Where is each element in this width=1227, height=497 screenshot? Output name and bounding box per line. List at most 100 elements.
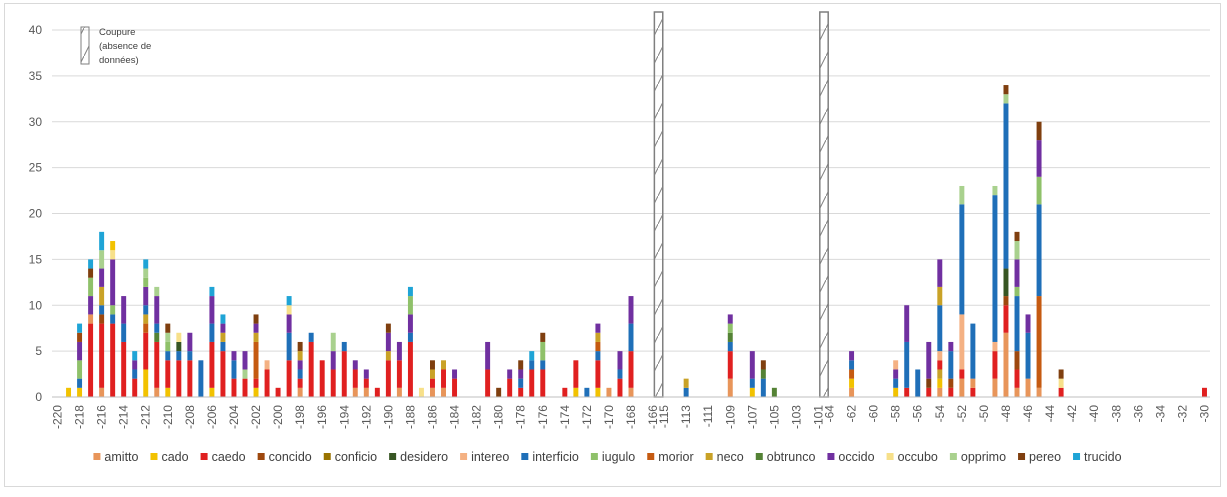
bar-segment-occido: [297, 360, 303, 370]
bar-segment-interficio: [540, 360, 546, 370]
x-tick-label: -105: [767, 405, 781, 429]
y-tick-label: 5: [35, 344, 42, 358]
bar-segment-pereo: [297, 341, 303, 352]
legend-swatch: [886, 453, 894, 460]
bar-segment-interficio: [132, 369, 138, 379]
bar-segment-interficio: [1025, 332, 1031, 379]
bar-segment-caedo: [1058, 387, 1064, 397]
x-tick-label: -184: [448, 405, 462, 429]
legend-label: morior: [658, 450, 693, 464]
bar-segment-concido: [77, 332, 83, 342]
axis-break: [653, 11, 664, 398]
bar-segment-amitto: [99, 387, 105, 397]
x-tick-label: -204: [227, 405, 241, 429]
legend-swatch: [949, 453, 957, 460]
bar-segment-caedo: [297, 378, 303, 388]
bar-segment-interficio: [992, 195, 998, 342]
bar-segment-occido: [1025, 314, 1031, 333]
x-tick-label: -176: [536, 405, 550, 429]
bar-segment-neco: [937, 369, 943, 379]
bar-segment-amitto: [430, 387, 435, 397]
bar-segment-trucido: [286, 296, 292, 306]
bar-segment-occido: [385, 332, 391, 352]
bar-segment-occido: [187, 332, 193, 352]
legend-swatch: [200, 453, 208, 460]
x-tick-label: -190: [381, 405, 395, 429]
bar-segment-interficio: [187, 351, 193, 361]
bar-segment-pereo: [926, 378, 932, 388]
legend-item-opprimo: opprimo: [949, 450, 1006, 464]
bar-segment-occido: [242, 351, 248, 370]
bar-segment-occido: [363, 369, 369, 379]
bar-segment-concido: [1014, 351, 1020, 370]
bar-segment-caedo: [286, 360, 292, 397]
bar-segment-pereo: [1036, 121, 1042, 141]
bar-segment-occido: [231, 351, 237, 361]
bar-segment-trucido: [529, 351, 535, 361]
bar-segment-interficio: [165, 351, 171, 361]
bar-segment-caedo: [264, 369, 270, 397]
x-tick-label: -206: [205, 405, 219, 429]
bar-segment-caedo: [904, 387, 910, 397]
legend-item-conficio: conficio: [323, 450, 377, 464]
bar-segment-iugulo: [407, 296, 413, 315]
bar-segment-amitto: [1014, 387, 1020, 397]
bar-segment-neco: [441, 360, 446, 370]
legend-label: pereo: [1029, 450, 1061, 464]
bar-segment-iugulo: [727, 323, 733, 333]
bar-segment-caedo: [242, 378, 248, 397]
legend-item-occido: occido: [827, 450, 875, 464]
bar-segment-intereo: [992, 341, 998, 352]
bar-segment-caedo: [352, 369, 358, 388]
bar-segment-pereo: [1058, 369, 1064, 379]
bar-segment-caedo: [154, 341, 160, 388]
bar-segment-interficio: [529, 360, 535, 370]
bar-segment-amitto: [363, 387, 369, 397]
bar-segment-opprimo: [165, 332, 171, 342]
bar-segment-caedo: [562, 387, 568, 397]
bar-segment-interficio: [727, 341, 733, 352]
x-tick-label: -58: [889, 405, 903, 423]
bar-segment-cado: [77, 387, 83, 397]
break-note: Coupure (absence de données): [80, 26, 151, 66]
axis-break: [819, 11, 829, 398]
bar-segment-amitto: [959, 378, 965, 397]
break-note-text: Coupure (absence de données): [99, 27, 151, 66]
bar-segment-occido: [110, 259, 116, 306]
bar-segment-morior: [1036, 296, 1042, 388]
legend: amitto cado caedo concido conficio desidero in…: [93, 450, 1122, 464]
bar-segment-cado: [937, 378, 943, 388]
legend-swatch: [93, 453, 101, 460]
bar-segment-interficio: [341, 341, 347, 352]
x-tick-label: -188: [403, 405, 417, 429]
bar-segment-neco: [385, 351, 391, 361]
bar-segment-amitto: [352, 387, 358, 397]
bar-segment-caedo: [374, 387, 380, 397]
bar-segment-interficio: [595, 351, 601, 361]
bar-segment-pereo: [385, 323, 391, 333]
bar-segment-intereo: [893, 360, 899, 370]
bar-segment-pereo: [540, 332, 546, 342]
bar-segment-interficio: [1036, 204, 1042, 297]
bar-segment-neco: [220, 332, 226, 342]
bar-segment-interficio: [77, 378, 83, 388]
bar-segment-opprimo: [242, 369, 248, 379]
bar-segment-caedo: [441, 369, 446, 388]
bar-segment-iugulo: [143, 277, 149, 287]
legend-label: occubo: [898, 450, 938, 464]
legend-label: desidero: [400, 450, 448, 464]
bar-segment-occido: [132, 360, 138, 370]
bar-segment-caedo: [1202, 387, 1207, 397]
legend-label: occido: [838, 450, 874, 464]
bar-segment-iugulo: [540, 341, 546, 361]
bar-segment-interficio: [407, 332, 413, 342]
bar-segment-desidero: [1003, 268, 1009, 297]
break-note-line: (absence de: [99, 41, 151, 52]
x-tick-label: -54: [933, 405, 947, 423]
bar-segment-cado: [143, 369, 149, 397]
bar-segment-amitto: [937, 387, 943, 397]
bar-segment-interficio: [760, 378, 766, 397]
bar-segment-morior: [849, 369, 855, 379]
x-tick-label: -50: [977, 405, 991, 423]
bar-segment-iugulo: [165, 341, 171, 352]
